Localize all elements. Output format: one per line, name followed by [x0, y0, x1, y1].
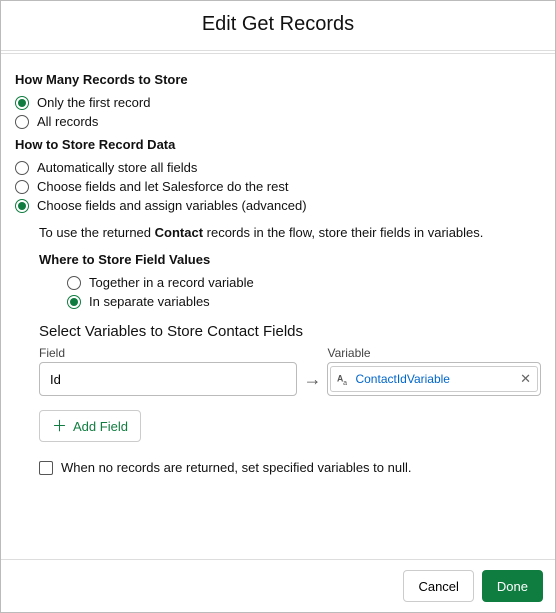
radio-icon [67, 295, 81, 309]
radio-label: In separate variables [89, 294, 210, 309]
null-checkbox-label: When no records are returned, set specif… [61, 460, 411, 475]
done-button[interactable]: Done [482, 570, 543, 602]
radio-icon [15, 161, 29, 175]
radio-icon [15, 96, 29, 110]
radio-icon [15, 180, 29, 194]
radio-icon [67, 276, 81, 290]
add-field-button[interactable]: ＋ Add Field [39, 410, 141, 442]
variable-pill: A a ContactIdVariable ✕ [330, 366, 538, 392]
radio-label: Together in a record variable [89, 275, 254, 290]
text-variable-icon: A a [337, 372, 351, 386]
variable-name: ContactIdVariable [355, 372, 516, 386]
arrow-icon: → [301, 362, 323, 396]
dialog-header: Edit Get Records [1, 1, 555, 46]
cancel-button[interactable]: Cancel [403, 570, 473, 602]
divider [1, 50, 555, 51]
field-input[interactable] [39, 362, 297, 396]
radio-all-records[interactable]: All records [15, 114, 541, 129]
radio-choose-fields[interactable]: Choose fields and let Salesforce do the … [15, 179, 541, 194]
remove-icon[interactable]: ✕ [520, 371, 531, 387]
where-store-options: Together in a record variable In separat… [39, 275, 541, 309]
dialog-title: Edit Get Records [1, 13, 555, 36]
dialog-body: How Many Records to Store Only the first… [1, 54, 555, 475]
radio-icon [15, 199, 29, 213]
where-store-title: Where to Store Field Values [39, 252, 541, 267]
radio-label: All records [37, 114, 98, 129]
svg-text:a: a [344, 380, 348, 386]
radio-label: Choose fields and let Salesforce do the … [37, 179, 288, 194]
radio-choose-assign[interactable]: Choose fields and assign variables (adva… [15, 198, 541, 213]
add-field-label: Add Field [73, 419, 128, 434]
select-vars-title: Select Variables to Store Contact Fields [39, 323, 541, 340]
radio-together[interactable]: Together in a record variable [67, 275, 541, 290]
null-checkbox-row[interactable]: When no records are returned, set specif… [39, 460, 541, 475]
variable-input[interactable]: A a ContactIdVariable ✕ [327, 362, 541, 396]
radio-auto-store[interactable]: Automatically store all fields [15, 160, 541, 175]
radio-label: Automatically store all fields [37, 160, 197, 175]
field-label: Field [39, 346, 297, 360]
radio-separate[interactable]: In separate variables [67, 294, 541, 309]
radio-label: Only the first record [37, 95, 150, 110]
field-mapping-row: Field → Variable A a ContactIdVariable [39, 346, 541, 396]
how-many-title: How Many Records to Store [15, 72, 541, 87]
checkbox-icon [39, 461, 53, 475]
dialog-footer: Cancel Done [1, 559, 555, 612]
advanced-section: To use the returned Contact records in t… [15, 225, 541, 475]
how-store-title: How to Store Record Data [15, 137, 541, 152]
radio-only-first[interactable]: Only the first record [15, 95, 541, 110]
radio-label: Choose fields and assign variables (adva… [37, 198, 307, 213]
variable-label: Variable [327, 346, 541, 360]
help-text: To use the returned Contact records in t… [39, 225, 541, 240]
radio-icon [15, 115, 29, 129]
plus-icon: ＋ [52, 419, 67, 434]
